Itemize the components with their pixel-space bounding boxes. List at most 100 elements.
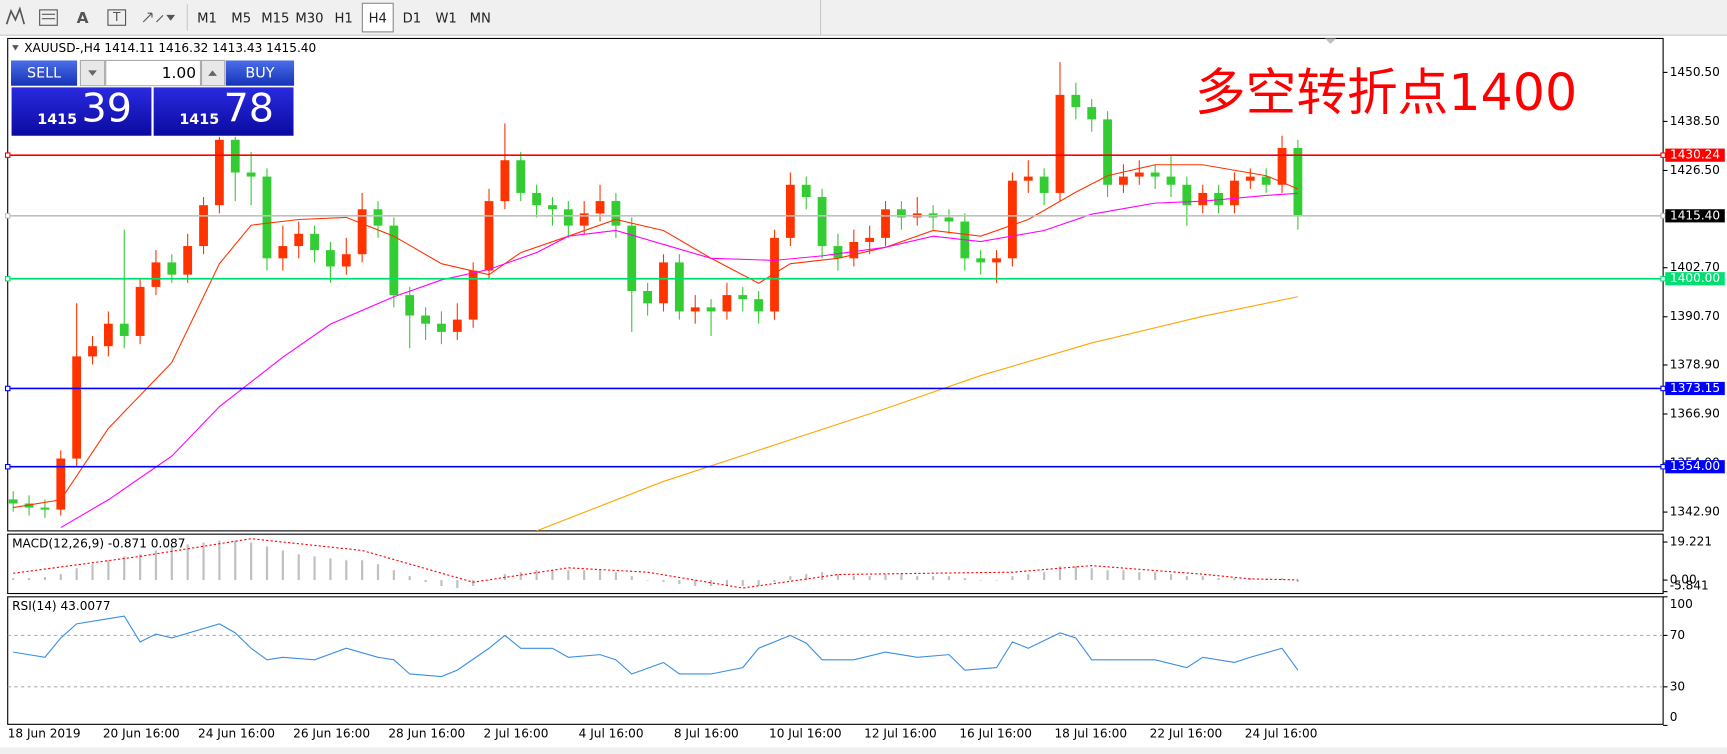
macd-bar (884, 574, 887, 581)
candle-body (1055, 94, 1065, 193)
candle-body (167, 262, 177, 275)
timeframe-button[interactable]: M1 (197, 12, 217, 27)
macd-bar (614, 572, 618, 581)
macd-bar (1027, 574, 1030, 581)
macd-bar (519, 572, 522, 581)
candle-body (595, 201, 605, 214)
svg-text:A: A (77, 9, 89, 27)
candle-body (849, 241, 859, 259)
buy-button[interactable] (225, 60, 295, 86)
x-tick-label: 8 Jul 16:00 (674, 727, 739, 741)
candle-body (1166, 176, 1176, 185)
line-handle (4, 152, 11, 158)
candle-body (326, 250, 335, 267)
timeframe-button[interactable]: D1 (403, 12, 422, 27)
macd-bar (107, 560, 110, 581)
price-label: 1430.24 (1670, 148, 1720, 162)
candle-body (992, 258, 1001, 263)
volume-down-icon (88, 70, 97, 76)
volume-value: 1.00 (162, 64, 196, 82)
macd-bar (234, 540, 237, 581)
x-tick-label: 28 Jun 16:00 (388, 727, 465, 741)
macd-bar (694, 580, 697, 587)
candle-body (1071, 94, 1081, 108)
moving-average (536, 296, 1299, 531)
candle-body (357, 209, 367, 255)
buy-price-pips: 78 (224, 86, 274, 132)
timeframe-button[interactable]: H4 (361, 2, 394, 33)
panel-plot (8, 62, 1303, 531)
timeframe-button[interactable]: MN (470, 12, 491, 27)
tool-template[interactable] (39, 9, 58, 26)
macd-bar (709, 580, 713, 587)
candle-body (1134, 172, 1144, 177)
line-handle (4, 385, 11, 392)
macd-bar (456, 580, 459, 588)
price-label: 1354.00 (1670, 459, 1720, 473)
timeframe-button[interactable]: M5 (231, 12, 251, 27)
panel-plot (12, 538, 1299, 589)
candle-body (1198, 192, 1208, 206)
signal-line (13, 538, 1298, 589)
line-handle (1660, 463, 1666, 470)
candle-body (706, 307, 716, 312)
sell-price-box[interactable] (10, 86, 153, 137)
candle-body (405, 295, 415, 316)
timeframe-label: M5 (231, 12, 251, 27)
timeframe-button[interactable]: H1 (334, 12, 352, 27)
macd-bar (202, 542, 205, 581)
macd-bar (820, 572, 824, 581)
x-tick-label: 18 Jun 2019 (8, 727, 81, 741)
line-handle (1660, 276, 1666, 282)
timeframe-button[interactable]: M30 (295, 12, 323, 27)
candle-body (579, 213, 589, 226)
macd-bar (1058, 566, 1062, 581)
candle-body (1119, 176, 1128, 185)
panel-title: XAUUSD-,H4 1414.11 1416.32 1413.43 1415.… (24, 41, 316, 55)
timeframe-label: M1 (197, 12, 217, 27)
tool-icons: A T (5, 6, 176, 27)
macd-bar (1201, 576, 1204, 581)
buy-price-box[interactable] (152, 86, 295, 137)
timeframe-label: W1 (435, 12, 456, 27)
candle-body (88, 346, 97, 357)
volume-input[interactable] (105, 59, 202, 87)
x-tick-label: 4 Jul 16:00 (579, 727, 644, 741)
line-handle (1660, 385, 1666, 392)
tool-label[interactable]: T (107, 9, 127, 26)
x-tick-label: 22 Jul 16:00 (1150, 727, 1223, 741)
candle-body (437, 323, 446, 332)
sell-button[interactable] (11, 60, 78, 86)
candle-body (183, 246, 193, 275)
tool-arrows[interactable] (142, 12, 176, 23)
candle-body (452, 319, 462, 332)
macd-bar (1138, 572, 1141, 581)
macd-bar (535, 570, 538, 581)
moving-average (13, 164, 1299, 509)
x-tick-label: 2 Jul 16:00 (484, 727, 549, 741)
macd-bar (265, 546, 269, 581)
macd-bar (297, 554, 300, 581)
macd-bar (1185, 576, 1188, 581)
candle-body (1277, 147, 1287, 185)
macd-bar (947, 576, 951, 581)
macd-bar (218, 540, 221, 581)
tool-indicators[interactable] (5, 6, 26, 25)
timeframe-label: M15 (261, 12, 289, 27)
candle-body (944, 217, 954, 222)
tool-text[interactable]: A (77, 9, 89, 27)
sell-label: SELL (27, 66, 61, 82)
macd-bar (725, 580, 729, 587)
candle-body (1103, 119, 1112, 185)
candle-body (1023, 176, 1033, 181)
macd-bar (916, 576, 919, 581)
toolbar (0, 0, 1727, 36)
macd-bar (551, 570, 554, 581)
timeframe-button[interactable]: W1 (435, 12, 456, 27)
timeframe-button[interactable]: M15 (261, 12, 289, 27)
line-handle (4, 213, 11, 219)
price-label-bg (1665, 272, 1725, 286)
y-tick-label: 1450.50 (1670, 65, 1720, 79)
candle-body (611, 201, 621, 226)
